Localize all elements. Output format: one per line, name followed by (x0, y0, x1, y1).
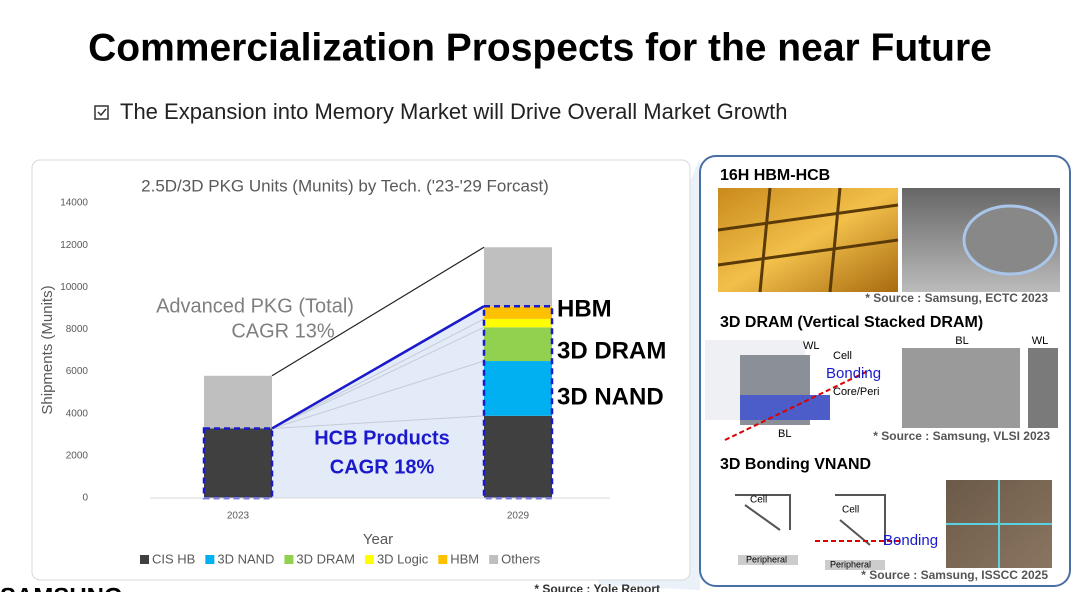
diagram-label: Cell (842, 505, 859, 516)
annotation: CAGR 13% (231, 320, 335, 342)
y-tick-label: 6000 (66, 366, 89, 377)
bar-segment (204, 375, 272, 429)
legend-label: Others (501, 551, 541, 566)
x-tick-label: 2023 (227, 511, 250, 522)
bar-segment (484, 361, 552, 416)
connector (271, 415, 485, 429)
hbm-photo (718, 188, 898, 292)
logo: SAMSUNG (0, 583, 123, 592)
chart: 2.5D/3D PKG Units (Munits) by Tech. ('23… (39, 176, 666, 566)
legend-swatch (205, 555, 215, 564)
legend-label: CIS HB (152, 551, 195, 566)
annotation: HBM (557, 295, 612, 322)
check-mark (97, 108, 107, 117)
chart-source: * Source : Yole Report (534, 582, 660, 592)
bar-segment (484, 306, 552, 319)
slide-subtitle: The Expansion into Memory Market will Dr… (120, 99, 788, 124)
section-source: * Source : Samsung, ECTC 2023 (865, 291, 1048, 305)
annotation: CAGR 18% (330, 456, 435, 478)
diagram-label: Core/Peri (833, 386, 879, 398)
bonding-line (724, 369, 871, 441)
peripheral-block (738, 555, 798, 565)
legend-swatch (489, 555, 499, 564)
bar-segment (484, 415, 552, 498)
diagram-label: Peripheral (830, 559, 871, 569)
diagram-label: Peripheral (746, 554, 787, 564)
section-heading: 3D DRAM (Vertical Stacked DRAM) (720, 314, 983, 331)
dram-tem-photo (902, 348, 1020, 428)
hcb-area (272, 306, 484, 498)
diagram-label: Bonding (826, 365, 881, 382)
hcb-line (271, 305, 485, 430)
y-tick-label: 2000 (66, 450, 89, 461)
hbm-photo-grid (717, 187, 899, 293)
connector (271, 360, 485, 429)
y-tick-label: 14000 (60, 198, 88, 209)
y-tick-label: 12000 (60, 240, 88, 251)
legend-label: HBM (450, 551, 479, 566)
section-heading: 3D Bonding VNAND (720, 456, 871, 473)
connector (271, 318, 485, 429)
slide-title: Commercialization Prospects for the near… (88, 26, 992, 69)
annotation: HCB Products (314, 427, 450, 449)
y-tick-label: 8000 (66, 324, 89, 335)
diagram-label: Cell (750, 495, 767, 506)
peripheral-block (825, 560, 885, 570)
annotation: Advanced PKG (Total) (156, 295, 354, 317)
legend-swatch (364, 555, 374, 564)
diagram-label: Cell (833, 350, 852, 362)
vnand-die-grid (946, 480, 1052, 568)
diagram-label: WL (1032, 335, 1049, 347)
vnand-cell-sketch (735, 494, 791, 531)
chart-title: 2.5D/3D PKG Units (Munits) by Tech. ('23… (141, 176, 549, 195)
x-axis-label: Year (363, 531, 393, 548)
legend-swatch (284, 555, 294, 564)
diagram-label: WL (803, 340, 820, 352)
x-tick-label: 2029 (507, 511, 530, 522)
y-tick-label: 10000 (60, 282, 88, 293)
y-tick-label: 4000 (66, 408, 89, 419)
legend-label: 3D NAND (217, 551, 274, 566)
section-source: * Source : Samsung, VLSI 2023 (873, 429, 1050, 443)
annotation: 3D NAND (557, 383, 664, 410)
total-line (271, 246, 485, 377)
dram-tem-photo-2 (1028, 348, 1058, 428)
chart-frame (31, 159, 691, 581)
diagram-label: Bonding (883, 532, 938, 549)
bar-segment (484, 318, 552, 328)
bar-segment (484, 327, 552, 362)
diagram-label: BL (778, 428, 791, 440)
connector (271, 326, 485, 429)
checkbox-icon (94, 105, 109, 120)
annotation: 3D DRAM (557, 337, 666, 364)
y-axis-label: Shipments (Munits) (39, 285, 56, 414)
dram-core (740, 395, 830, 420)
bar-segment (204, 428, 272, 498)
legend-label: 3D Logic (377, 551, 429, 566)
diagram-label: BL (955, 335, 968, 347)
y-tick-label: 0 (82, 493, 88, 504)
legend-swatch (438, 555, 448, 564)
bar-segment (484, 247, 552, 307)
section-heading: 16H HBM-HCB (720, 167, 830, 184)
legend-label: 3D DRAM (296, 551, 355, 566)
legend-swatch (140, 555, 149, 564)
section-source: * Source : Samsung, ISSCC 2025 (861, 568, 1048, 582)
hbm-sem-zoom (962, 204, 1058, 276)
